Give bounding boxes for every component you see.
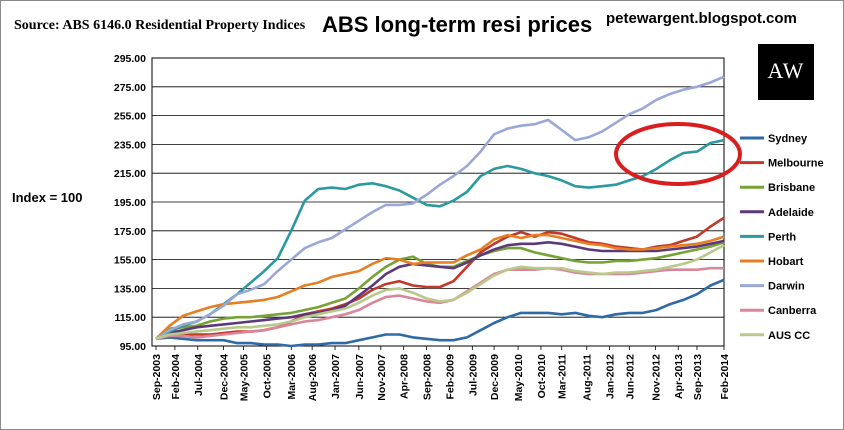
x-tick-label: Dec-2004 <box>219 354 231 400</box>
x-tick-label: Mar-2011 <box>557 354 569 399</box>
series-line-sydney <box>155 278 725 348</box>
series-line-perth <box>155 138 725 340</box>
x-tick-label: Mar-2006 <box>286 354 298 400</box>
legend-label: Perth <box>768 231 796 243</box>
legend-label: Hobart <box>768 256 804 268</box>
x-tick-label: Sep-2003 <box>151 354 163 400</box>
x-tick-label: Feb-2014 <box>719 354 731 400</box>
series-line-canberra <box>155 266 724 341</box>
x-tick-label: Sep-2008 <box>421 354 433 400</box>
y-tick-label: 115.00 <box>114 312 146 324</box>
blog-url: petewargent.blogspot.com <box>606 10 797 27</box>
y-tick-label: 95.00 <box>120 341 146 353</box>
x-tick-label: Nov-2007 <box>376 354 388 401</box>
x-tick-label: May-2005 <box>239 354 251 401</box>
source-note: Source: ABS 6146.0 Residential Property … <box>14 18 306 33</box>
y-tick-label: 135.00 <box>114 283 146 295</box>
legend-label: Melbourne <box>768 158 824 170</box>
x-tick-label: Jun-2012 <box>624 354 636 400</box>
x-tick-label: Feb-2009 <box>444 354 456 400</box>
legend-label: Darwin <box>768 281 805 293</box>
series-line-hobart <box>155 233 725 340</box>
y-tick-label: 215.00 <box>114 168 146 180</box>
y-tick-label: 255.00 <box>114 111 146 123</box>
x-tick-label: May-2010 <box>513 354 525 401</box>
x-tick-label: Jul-2004 <box>193 354 205 396</box>
y-tick-label: 275.00 <box>114 82 146 94</box>
y-tick-label: 295.00 <box>114 53 146 65</box>
legend-label: Sydney <box>768 133 808 145</box>
legend-label: AUS CC <box>768 330 810 342</box>
y-tick-label: 195.00 <box>114 197 146 209</box>
logo-text: AW <box>767 58 805 83</box>
index-label: Index = 100 <box>12 190 83 205</box>
legend-label: Canberra <box>768 305 817 317</box>
x-tick-label: Jan-2012 <box>605 354 617 399</box>
x-tick-label: Jan-2007 <box>330 354 342 399</box>
x-tick-label: Dec-2009 <box>489 354 501 400</box>
legend-label: Brisbane <box>768 182 815 194</box>
legend-label: Adelaide <box>768 207 814 219</box>
x-tick-label: Aug-2011 <box>582 354 594 401</box>
series-line-adelaide <box>155 239 725 340</box>
x-tick-label: Feb-2004 <box>170 354 182 400</box>
x-tick-label: Aug-2006 <box>307 354 319 401</box>
y-tick-label: 155.00 <box>114 255 146 267</box>
highlight-ellipse <box>614 122 742 186</box>
x-tick-label: Oct-2005 <box>261 354 273 399</box>
chart-title: ABS long-term resi prices <box>322 12 593 37</box>
aw-logo: AW <box>758 44 814 100</box>
series-line-darwin <box>155 75 725 340</box>
x-tick-label: Jul-2009 <box>467 354 479 396</box>
y-tick-label: 175.00 <box>114 226 146 238</box>
x-tick-label: Oct-2010 <box>536 354 548 399</box>
x-tick-label: Jun-2007 <box>354 354 366 400</box>
x-tick-label: Apr-2008 <box>399 354 411 399</box>
y-tick-label: 235.00 <box>114 139 146 151</box>
series-line-aus-cc <box>155 244 725 341</box>
x-tick-label: Apr-2013 <box>673 354 685 399</box>
x-tick-label: Nov-2012 <box>650 354 662 401</box>
x-tick-label: Sep-2013 <box>692 354 704 400</box>
